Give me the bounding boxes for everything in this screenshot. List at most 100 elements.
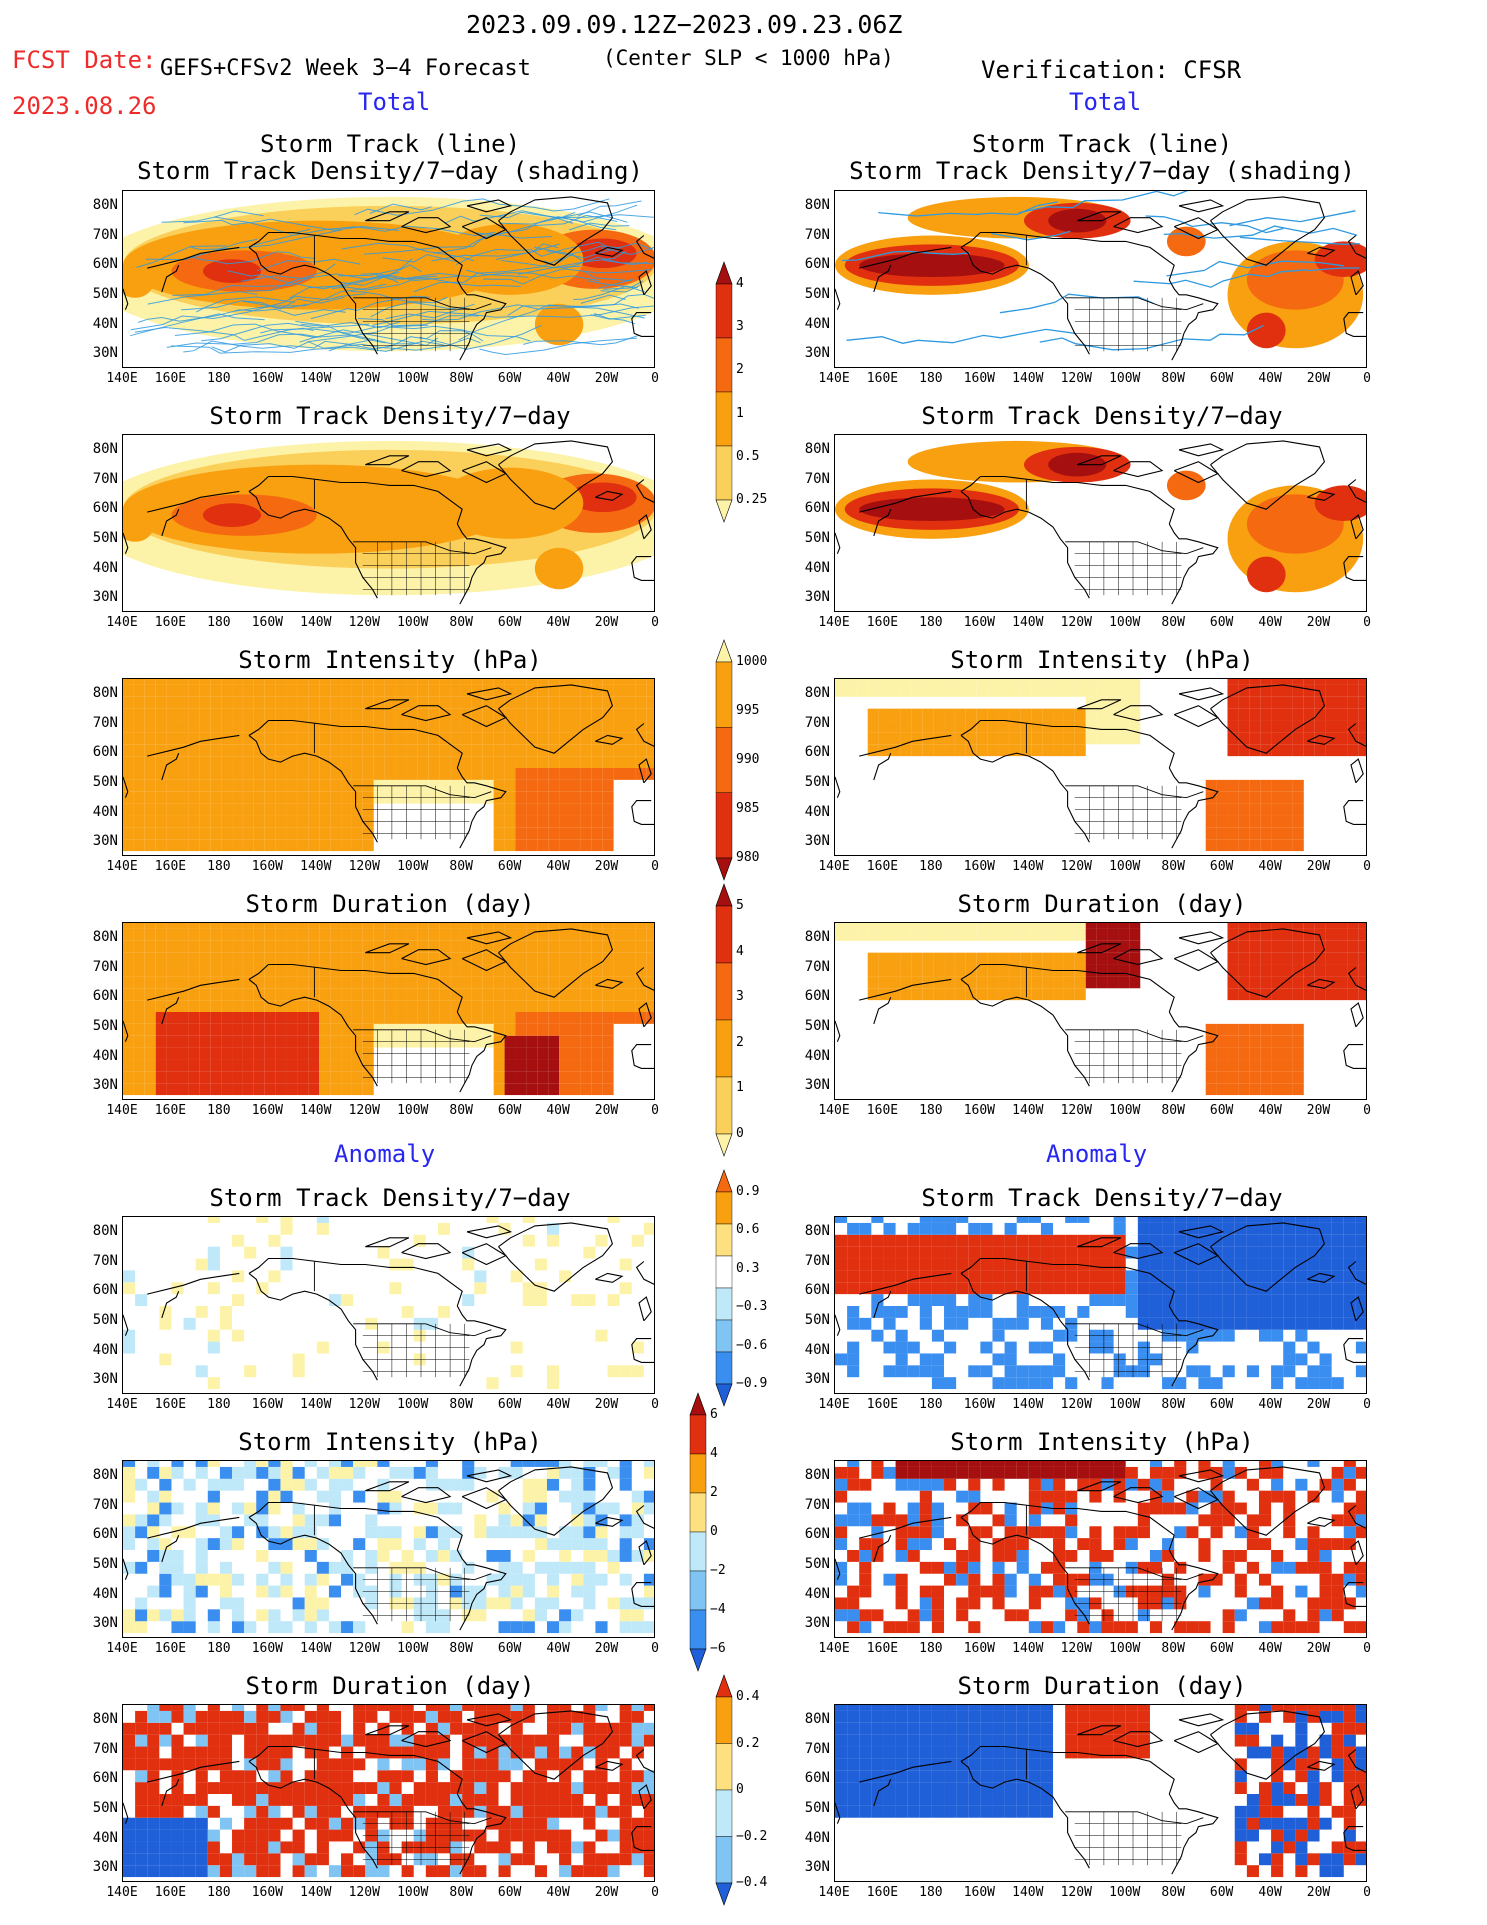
colorbar-swatch [715,1287,733,1321]
colorbar-label: 4 [736,943,744,959]
lon-tick-label: 60W [1209,1103,1234,1118]
lon-tick-label: 160W [963,615,996,630]
lon-tick-label: 0 [651,1885,659,1900]
colorbar-label: 3 [736,319,744,335]
lon-tick-label: 0 [651,859,659,874]
title-density-obs: Storm Track Density/7−day [921,402,1283,430]
lon-tick-label: 40W [1258,371,1282,386]
slp-criterion: (Center SLP < 1000 hPa) [603,46,894,70]
colorbar-swatch [715,1674,733,1698]
colorbar-label: 1 [736,1080,744,1096]
lat-tick-label: 40N [92,1829,118,1846]
lat-tick-label: 50N [804,1311,830,1328]
lon-tick-label: 120W [348,1885,380,1900]
lat-tick-label: 70N [92,714,118,731]
lat-tick-label: 30N [92,1859,118,1876]
lat-tick-label: 80N [804,1710,830,1727]
lon-tick-label: 180 [919,859,943,874]
colorbar-label: −0.3 [736,1299,768,1315]
colorbar-label: 995 [736,703,760,718]
lon-tick-label: 140E [106,1641,138,1656]
lon-tick-label: 80W [449,1103,473,1118]
lon-tick-label: 0 [1363,371,1371,386]
lat-tick-label: 50N [92,1311,118,1328]
lon-tick-label: 100W [1109,1397,1141,1412]
colorbar-swatch [715,445,733,501]
colorbar-swatch [715,283,733,339]
lat-tick-label: 80N [92,196,118,213]
lon-tick-label: 60W [1209,1641,1234,1656]
lon-tick-label: 100W [1109,1103,1141,1118]
lon-tick-label: 100W [1109,1641,1141,1656]
lat-tick-label: 80N [92,684,118,701]
lon-tick-label: 180 [919,371,943,386]
lon-tick-label: 120W [1060,859,1092,874]
lon-tick-label: 20W [594,1103,619,1118]
verification-label: Verification: CFSR [981,56,1242,84]
lon-tick-label: 140E [818,615,850,630]
colorbar-label: −0.6 [736,1337,768,1353]
colorbar-label: 6 [710,1407,718,1422]
lon-tick-label: 160E [866,615,899,630]
colorbar-label: 0 [736,1782,744,1797]
colorbar-swatch [715,261,733,285]
lon-tick-label: 40W [1258,1885,1282,1900]
lon-tick-label: 60W [1209,1397,1234,1412]
lat-tick-label: 50N [92,773,118,790]
title-intensity-obs: Storm Intensity (hPa) [950,646,1254,674]
lat-tick-label: 60N [804,500,830,517]
lat-tick-label: 60N [804,256,830,273]
lon-tick-label: 60W [1209,371,1234,386]
colorbar-swatch [715,639,733,663]
lon-tick-label: 140W [1012,1641,1044,1656]
lon-tick-label: 100W [397,1103,429,1118]
lon-tick-label: 80W [1161,859,1185,874]
colorbar-label: −2 [710,1563,726,1578]
colorbar-label: 0.3 [736,1260,760,1276]
lon-tick-label: 40W [546,859,570,874]
colorbar-label: 2 [736,1034,744,1050]
colorbar-swatch [689,1531,707,1572]
lon-tick-label: 60W [497,1397,522,1412]
lat-tick-label: 60N [92,744,118,761]
lon-tick-label: 20W [594,615,619,630]
colorbar-label: 0.9 [736,1184,760,1199]
colorbar-label: 5 [736,898,744,913]
colorbar-swatch [715,1223,733,1257]
lon-tick-label: 80W [449,1641,473,1656]
lat-tick-label: 80N [804,440,830,457]
lon-tick-label: 140E [818,859,850,874]
lon-tick-label: 20W [594,859,619,874]
lon-tick-label: 160E [866,371,899,386]
lon-tick-label: 20W [1306,1397,1331,1412]
lon-tick-label: 40W [546,1103,570,1118]
lon-tick-label: 0 [651,371,659,386]
colorbar-label: 0 [710,1524,718,1539]
colorbar-swatch [689,1609,707,1650]
title-duration-anom-fcst: Storm Duration (day) [245,1672,535,1700]
lon-tick-label: 60W [497,371,522,386]
lat-tick-label: 80N [92,440,118,457]
colorbar-swatch [715,1383,733,1407]
lat-tick-label: 50N [804,285,830,302]
lat-tick-label: 60N [92,1526,118,1543]
lat-tick-label: 40N [92,1585,118,1602]
map-duration-anom-obs [834,1704,1367,1882]
lon-tick-label: 160W [251,859,284,874]
lat-tick-label: 40N [804,315,830,332]
lon-tick-label: 160E [866,859,899,874]
lat-tick-label: 40N [804,1341,830,1358]
colorbar-swatch [715,661,733,728]
colorbar-swatch [689,1492,707,1533]
colorbar-label: −6 [710,1641,726,1656]
lon-tick-label: 140E [818,1397,850,1412]
lon-tick-label: 100W [397,615,429,630]
lon-tick-label: 120W [1060,615,1092,630]
lon-tick-label: 0 [1363,1885,1371,1900]
lon-tick-label: 100W [1109,859,1141,874]
lon-tick-label: 0 [1363,1397,1371,1412]
lon-tick-label: 80W [449,615,473,630]
lat-tick-label: 70N [804,714,830,731]
colorbar-label: 4 [710,1446,718,1461]
colorbar-label: 4 [736,276,744,291]
